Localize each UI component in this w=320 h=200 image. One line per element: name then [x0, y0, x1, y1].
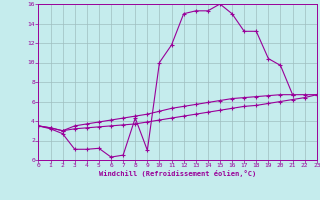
X-axis label: Windchill (Refroidissement éolien,°C): Windchill (Refroidissement éolien,°C): [99, 170, 256, 177]
